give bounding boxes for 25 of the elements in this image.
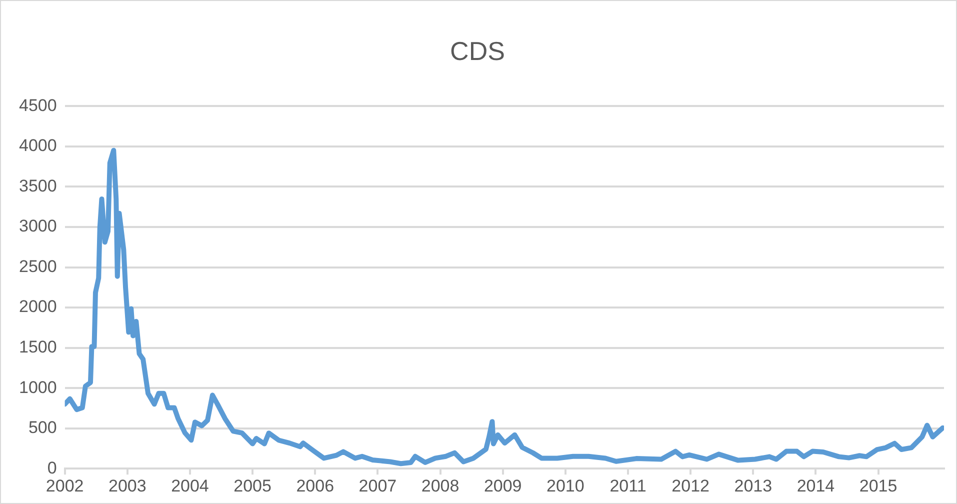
chart-title: CDS [450,36,505,66]
x-tick-label: 2012 [672,476,710,496]
y-tick-label: 3000 [18,216,57,236]
y-tick-label: 2500 [18,256,57,276]
y-tick-label: 1500 [18,337,57,356]
x-tick-label: 2008 [421,476,460,496]
x-tick-label: 2015 [859,476,898,496]
x-tick-label: 2003 [108,476,146,496]
x-tick-label: 2005 [234,476,272,496]
x-tick-label: 2011 [610,476,646,496]
x-tick-label: 2004 [171,476,209,496]
x-tick-label: 2014 [796,476,835,496]
x-tick-label: 2002 [46,476,84,496]
y-tick-label: 3500 [18,176,57,196]
x-tick-label: 2013 [734,476,772,496]
y-tick-label: 500 [28,418,57,438]
y-tick-label: 0 [47,458,57,478]
y-tick-label: 4500 [18,96,57,115]
y-tick-label: 1000 [18,378,57,397]
x-tick-label: 2009 [484,476,522,496]
x-tick-label: 2006 [296,476,334,496]
x-tick-label: 2010 [546,476,584,496]
x-tick-label: 2007 [358,476,397,496]
y-tick-label: 4000 [18,136,57,156]
y-tick-label: 2000 [18,297,57,316]
